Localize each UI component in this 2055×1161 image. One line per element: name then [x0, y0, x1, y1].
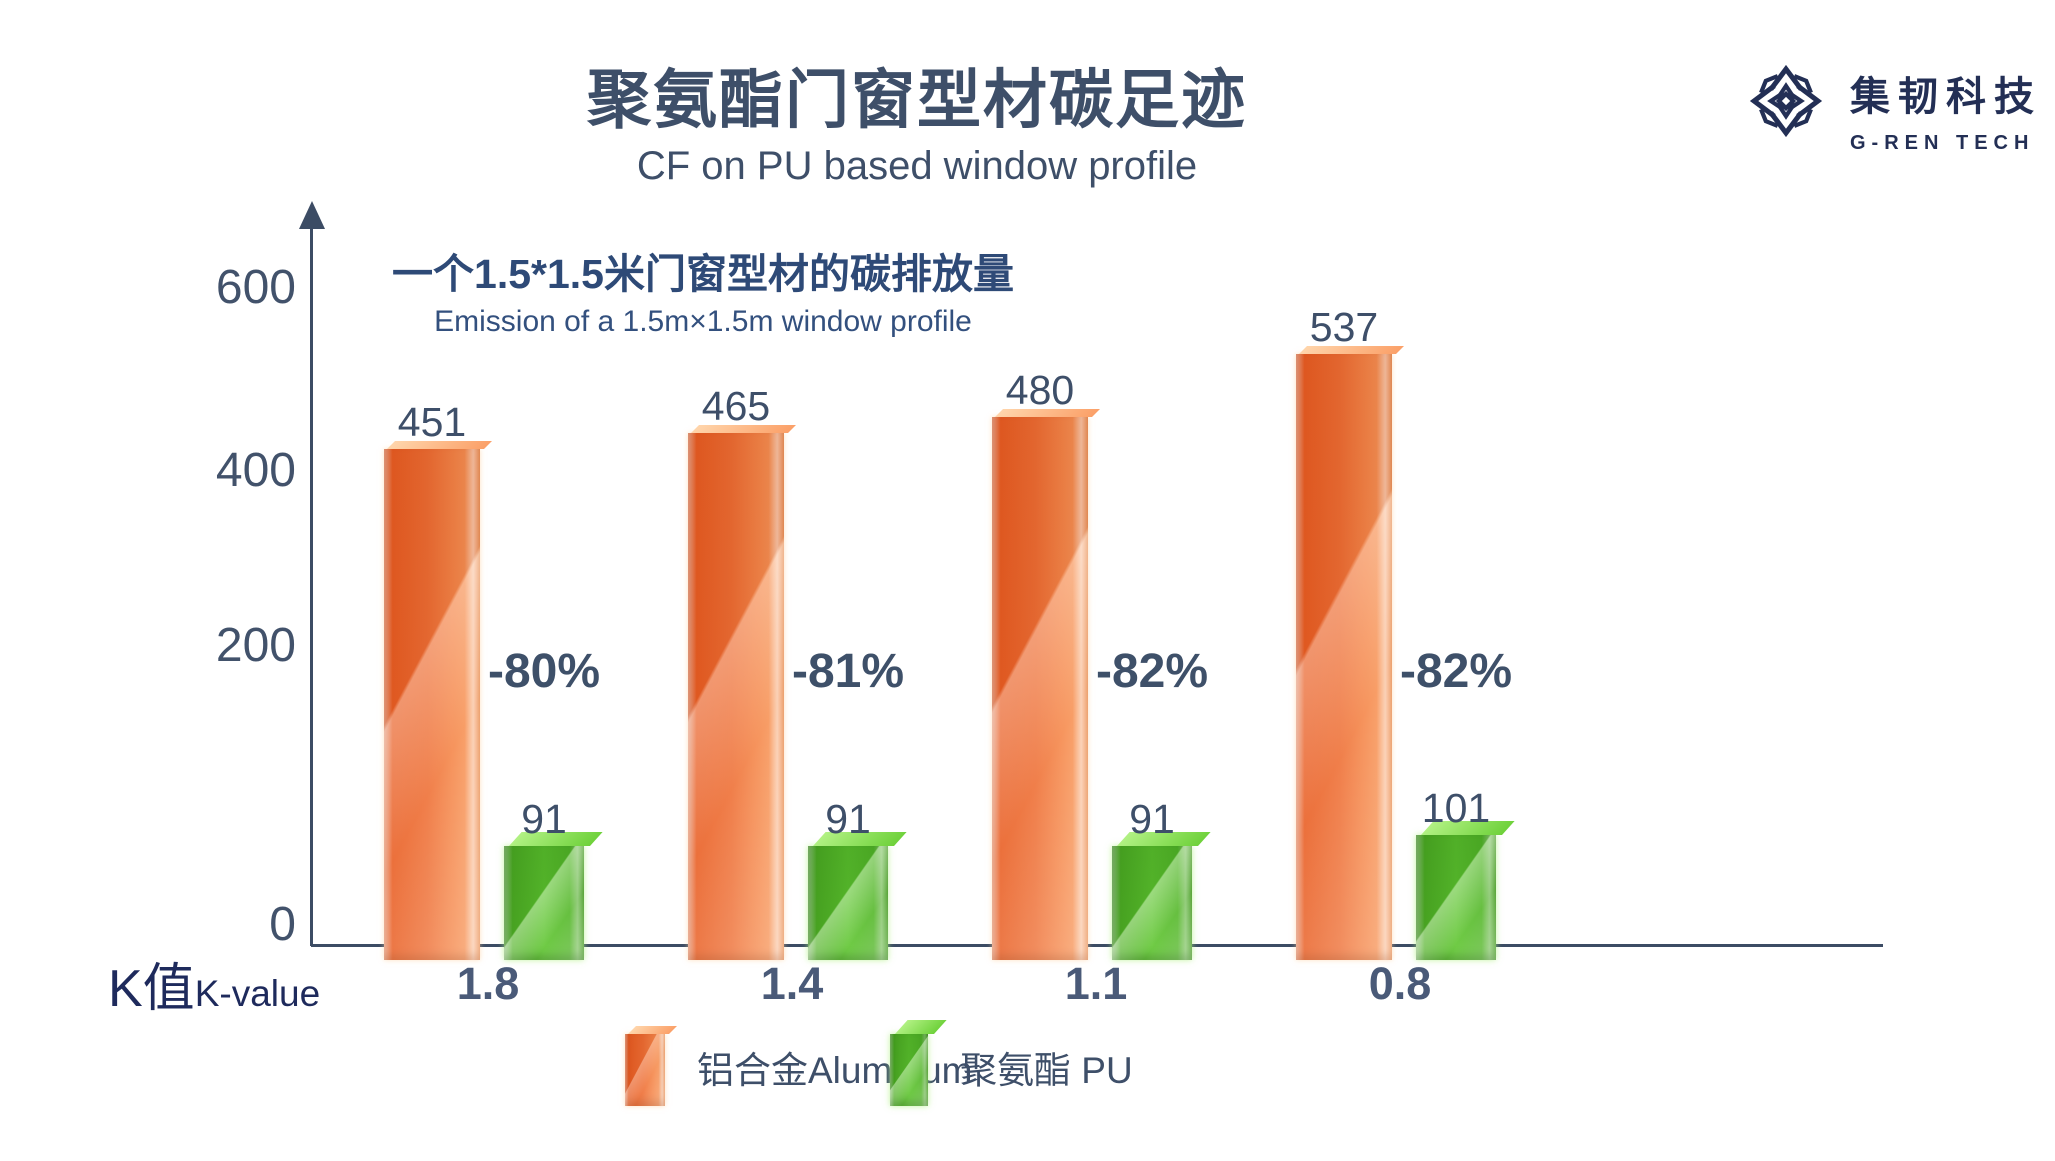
page-subtitle: CF on PU based window profile	[636, 143, 1198, 188]
bar-value-pu-1.4: 91	[825, 796, 871, 843]
company-logo: 集韧科技 G-REN TECH	[1744, 56, 2042, 155]
y-tick-label-0: 0	[269, 898, 296, 951]
y-tick-label-400: 400	[215, 444, 296, 497]
bar-pu-1.4	[808, 846, 888, 960]
bar-value-pu-1.8: 91	[521, 796, 567, 843]
legend-label-pu: 聚氨酯 PU	[960, 1050, 1133, 1091]
x-tick-label-1.4: 1.4	[760, 958, 824, 1009]
bar-value-pu-1.1: 91	[1129, 796, 1175, 843]
bar-pu-0.8	[1416, 835, 1496, 960]
bar-aluminum-1.1	[992, 416, 1088, 961]
legend-item-pu: 聚氨酯 PU	[890, 1028, 1133, 1106]
logo-text: 集韧科技 G-REN TECH	[1850, 56, 2042, 155]
x-axis-title-cn: K值	[108, 960, 195, 1018]
x-tick-label-1.1: 1.1	[1064, 958, 1128, 1009]
x-axis-title: K值 K-value	[108, 946, 320, 1021]
annotation-line-en: Emission of a 1.5m×1.5m window profile	[434, 305, 972, 339]
reduction-label-0.8: -82%	[1399, 645, 1513, 698]
legend-swatch-pu	[890, 1034, 928, 1106]
y-tick-label-200: 200	[215, 619, 296, 672]
x-tick-label-1.8: 1.8	[456, 958, 520, 1009]
reduction-label-1.8: -80%	[487, 645, 601, 698]
bar-value-aluminum-1.4: 465	[701, 383, 771, 430]
bar-aluminum-1.8	[384, 448, 480, 961]
legend-swatch-aluminum	[625, 1034, 665, 1106]
bar-value-aluminum-0.8: 537	[1309, 303, 1379, 350]
logo-name-cn: 集韧科技	[1850, 75, 2042, 119]
logo-name-en: G-REN TECH	[1850, 132, 2035, 154]
bar-value-pu-0.8: 101	[1421, 785, 1491, 832]
x-axis-title-en: K-value	[194, 973, 321, 1014]
y-tick-label-600: 600	[215, 261, 296, 314]
bar-pu-1.8	[504, 846, 584, 960]
bar-value-aluminum-1.8: 451	[397, 398, 467, 445]
bar-aluminum-0.8	[1296, 353, 1392, 961]
starburst-snowflake-icon	[1744, 64, 1828, 146]
annotation-line-cn: 一个1.5*1.5米门窗型材的碳排放量	[392, 251, 1014, 297]
header: 聚氨酯门窗型材碳足迹 CF on PU based window profile	[0, 64, 1834, 188]
reduction-label-1.4: -81%	[791, 645, 905, 698]
bar-value-aluminum-1.1: 480	[1005, 366, 1075, 413]
reduction-label-1.1: -82%	[1095, 645, 1209, 698]
x-axis-line	[311, 944, 1883, 947]
y-axis-line	[310, 222, 313, 946]
x-tick-label-0.8: 0.8	[1368, 958, 1432, 1009]
page-title: 聚氨酯门窗型材碳足迹	[587, 64, 1247, 136]
bar-aluminum-1.4	[688, 433, 784, 960]
bar-pu-1.1	[1112, 846, 1192, 960]
chart-annotation: 一个1.5*1.5米门窗型材的碳排放量 Emission of a 1.5m×1…	[0, 250, 1406, 339]
